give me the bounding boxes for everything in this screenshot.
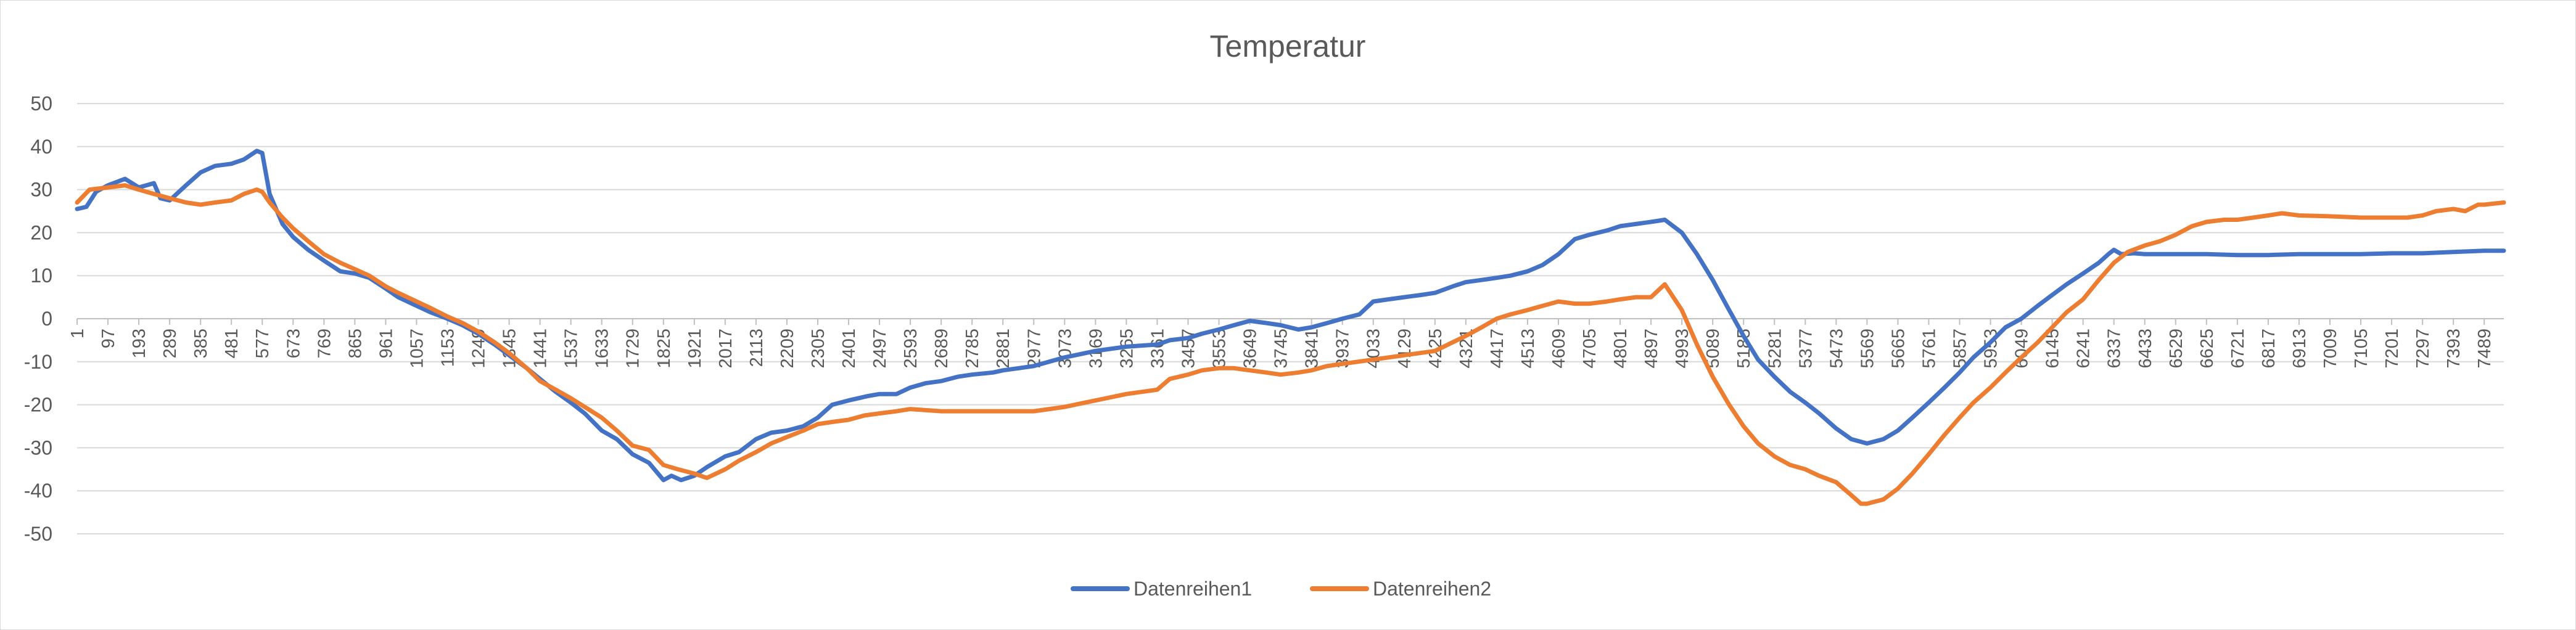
x-tick-label: 4705 [1580,329,1600,369]
x-tick-label: 6817 [2259,329,2279,369]
y-tick-label: 0 [41,308,52,330]
x-tick-label: 3361 [1148,329,1167,369]
y-tick-label: 10 [30,264,52,287]
x-tick-label: 7489 [2475,329,2495,369]
x-tick-label: 2977 [1024,329,1044,369]
x-tick-label: 1633 [593,329,612,369]
x-tick-label: 4417 [1488,329,1507,369]
x-tick-label: 4513 [1518,329,1538,369]
x-tick-label: 5761 [1919,329,1939,369]
x-tick-label: 1441 [531,329,551,369]
x-tick-label: 6433 [2136,329,2155,369]
y-tick-label: -50 [24,523,52,545]
x-tick-label: 961 [376,329,396,358]
x-tick-label: 1 [68,329,88,338]
gridlines [77,103,2504,534]
x-tick-label: 2401 [839,329,859,369]
legend: Datenreihen1 Datenreihen2 [1071,578,1491,600]
x-tick-label: 97 [99,329,118,348]
y-tick-label: -20 [24,394,52,416]
x-axis-labels: 1 97 193 289 385 481 577 673 769 865 961 1057 1153 12… [68,319,2495,369]
x-tick-label: 3841 [1302,329,1322,369]
x-tick-label: 1537 [562,329,582,369]
x-tick-label: 5377 [1796,329,1816,369]
x-tick-label: 3553 [1210,329,1230,369]
x-tick-label: 4993 [1673,329,1692,369]
x-tick-label: 2209 [778,329,797,369]
x-tick-label: 5665 [1888,329,1908,369]
x-tick-label: 5281 [1765,329,1785,369]
x-tick-label: 7201 [2382,329,2402,369]
x-tick-label: 7297 [2413,329,2433,369]
y-axis-labels: 50 40 30 20 10 0 -10 -20 -30 -40 -50 [24,92,52,545]
chart-title: Temperatur [1210,29,1366,63]
x-tick-label: 193 [130,329,149,358]
y-tick-label: 20 [30,221,52,243]
y-tick-label: -10 [24,351,52,373]
x-tick-label: 481 [222,329,242,358]
x-tick-label: 1921 [685,329,705,369]
x-tick-label: 2497 [870,329,890,369]
x-tick-label: 289 [160,329,180,358]
x-tick-label: 4609 [1549,329,1569,369]
x-tick-label: 7393 [2444,329,2464,369]
x-tick-label: 1825 [654,329,674,369]
x-tick-label: 4801 [1611,329,1631,369]
x-tick-label: 6529 [2167,329,2186,369]
x-tick-label: 2305 [809,329,828,369]
x-tick-label: 577 [253,329,273,358]
x-tick-label: 2689 [932,329,952,369]
x-tick-label: 4129 [1395,329,1415,369]
x-tick-label: 2593 [901,329,921,369]
x-tick-label: 3073 [1055,329,1075,369]
x-tick-label: 3649 [1241,329,1261,369]
x-tick-label: 1153 [438,329,458,367]
x-tick-label: 5569 [1858,329,1877,369]
x-tick-label: 769 [315,329,334,358]
x-tick-label: 6337 [2105,329,2125,369]
x-tick-label: 6241 [2074,329,2094,369]
x-tick-label: 6721 [2228,329,2248,369]
y-tick-label: 40 [30,136,52,158]
x-tick-label: 2785 [963,329,982,369]
series-lines [75,149,2506,506]
series-line-1 [75,149,2506,483]
x-tick-label: 4897 [1642,329,1661,369]
x-tick-label: 865 [345,329,365,358]
x-tick-label: 6625 [2197,329,2217,369]
x-tick-label: 7105 [2352,329,2371,369]
x-tick-label: 1729 [623,329,643,369]
x-tick-label: 673 [284,329,303,358]
x-tick-label: 1057 [407,329,427,369]
legend-label: Datenreihen2 [1373,578,1491,600]
y-tick-label: 50 [30,92,52,115]
y-tick-label: -40 [24,480,52,502]
legend-label: Datenreihen1 [1134,578,1252,600]
x-tick-label: 5473 [1827,329,1846,369]
x-tick-label: 2881 [994,329,1013,369]
x-tick-label: 2113 [747,329,767,367]
y-tick-label: -30 [24,436,52,459]
x-tick-label: 3745 [1272,329,1291,369]
x-tick-label: 385 [191,329,211,358]
series-line-2 [75,183,2506,506]
x-tick-label: 6913 [2290,329,2310,369]
x-tick-label: 7009 [2321,329,2340,369]
y-tick-label: 30 [30,179,52,201]
x-tick-label: 2017 [716,329,736,369]
